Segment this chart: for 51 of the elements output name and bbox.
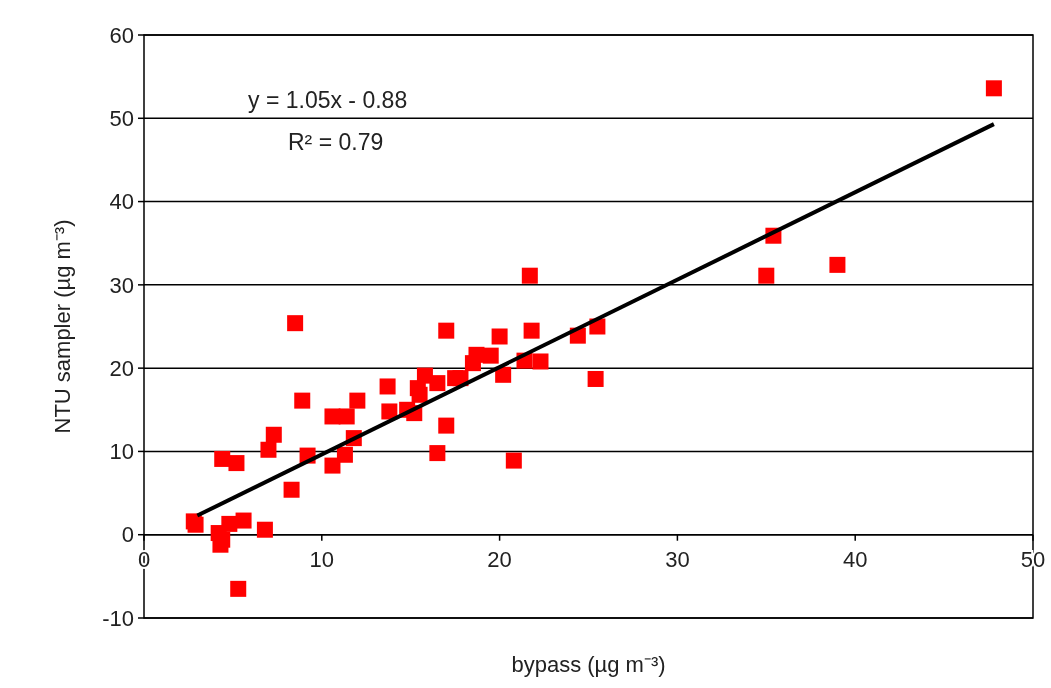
point bbox=[495, 366, 512, 383]
point bbox=[230, 580, 247, 597]
y-tick-label: 40 bbox=[109, 189, 134, 215]
point bbox=[283, 481, 300, 498]
x-tick-label: 10 bbox=[309, 546, 335, 572]
point bbox=[758, 267, 775, 284]
y-tick-label: 60 bbox=[109, 22, 134, 48]
point bbox=[381, 403, 398, 420]
point bbox=[256, 521, 273, 538]
point bbox=[265, 426, 282, 443]
point bbox=[985, 80, 1002, 97]
point bbox=[221, 515, 238, 532]
y-tick-label: 20 bbox=[109, 355, 134, 381]
point bbox=[429, 375, 446, 392]
point bbox=[521, 267, 538, 284]
y-tick-label: 0 bbox=[121, 522, 134, 548]
x-axis-title: bypass (µg m⁻³) bbox=[511, 652, 666, 677]
point bbox=[505, 452, 522, 469]
point bbox=[260, 441, 277, 458]
point bbox=[829, 256, 846, 273]
point bbox=[287, 315, 304, 332]
point bbox=[324, 457, 341, 474]
x-tick-label: 30 bbox=[665, 546, 690, 572]
point bbox=[429, 445, 446, 462]
point bbox=[294, 392, 311, 409]
point bbox=[411, 386, 428, 403]
point bbox=[438, 322, 455, 339]
point bbox=[482, 347, 499, 364]
point bbox=[532, 353, 549, 370]
y-tick-label: -10 bbox=[102, 605, 134, 631]
point bbox=[235, 512, 252, 529]
point bbox=[338, 408, 355, 425]
point bbox=[324, 408, 341, 425]
point bbox=[336, 446, 353, 463]
y-tick-label: 30 bbox=[109, 272, 134, 298]
point bbox=[214, 450, 231, 467]
y-axis-title: NTU sampler (µg m⁻³) bbox=[50, 219, 75, 434]
annotation: R² = 0.79 bbox=[288, 129, 384, 155]
y-tick-label: 10 bbox=[109, 439, 134, 465]
annotation: y = 1.05x - 0.88 bbox=[248, 87, 408, 113]
x-tick-label: 20 bbox=[487, 546, 512, 572]
point bbox=[464, 355, 481, 372]
point bbox=[491, 328, 508, 345]
point bbox=[379, 378, 396, 395]
point bbox=[438, 417, 455, 434]
point bbox=[349, 392, 366, 409]
point bbox=[523, 322, 540, 339]
point bbox=[587, 370, 604, 387]
y-tick-label: 50 bbox=[109, 105, 134, 131]
point bbox=[228, 455, 245, 472]
x-tick-label: 40 bbox=[842, 546, 868, 572]
